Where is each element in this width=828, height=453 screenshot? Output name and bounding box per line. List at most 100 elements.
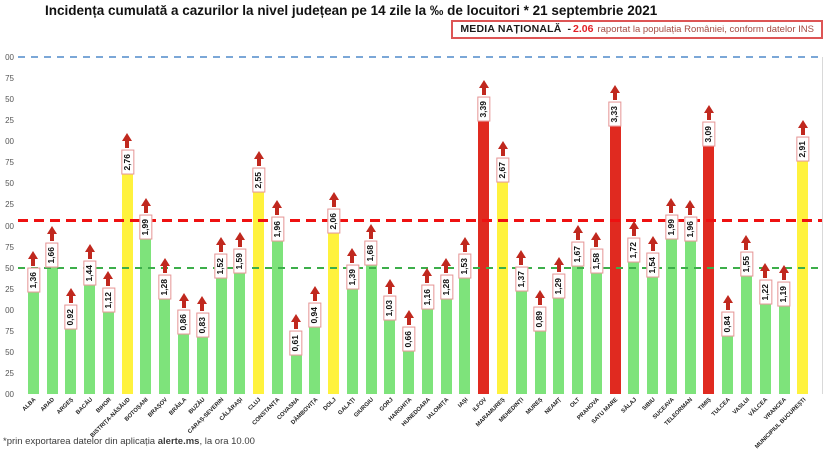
bar (215, 265, 227, 394)
y-axis: 00 75 50 25 00 75 50 25 00 75 50 25 00 75 50 25 00 (0, 53, 16, 399)
bar (403, 338, 415, 394)
arrow-head (159, 257, 170, 266)
bar-column: 1,16 HUNEDOARA (401, 57, 437, 428)
bar-column: 1,68 GIURGIU (354, 57, 381, 419)
national-average-box: MEDIA NAȚIONALĂ -2.06 raportat la populați… (451, 20, 823, 39)
up-arrow-icon (535, 290, 546, 306)
x-axis-label: IAȘI (457, 397, 470, 410)
bar-value-label: 1,37 (514, 267, 528, 292)
x-axis-label: TULCEA (711, 397, 732, 418)
up-arrow-icon (253, 150, 264, 166)
bar-column: 2,76 BISTRIȚA-NĂSĂUD (89, 57, 137, 439)
arrow-stem (594, 240, 599, 248)
up-arrow-icon (291, 314, 302, 330)
bar-value-label: 1,72 (627, 237, 641, 263)
bar-value-label: 1,66 (45, 242, 59, 268)
bar-column: 1,55 VASLUI (732, 57, 756, 416)
arrow-head (178, 293, 189, 301)
arrow-stem (444, 265, 449, 273)
x-axis-label: SĂLAJ (620, 397, 639, 415)
arrow-head (253, 150, 264, 159)
x-axis-label: BIHOR (95, 397, 113, 415)
arrow-stem (143, 205, 148, 213)
arrow-stem (631, 228, 636, 236)
x-axis-label: ARAD (40, 397, 57, 414)
bar-column: 0,92 ARGEȘ (56, 57, 81, 416)
y-axis-tick-label: 00 (5, 390, 14, 399)
arrow-head (309, 286, 320, 295)
arrow-head (516, 250, 527, 259)
arrow-stem (387, 286, 392, 294)
arrow-head (122, 132, 133, 141)
arrow-head (572, 224, 583, 233)
bar-value-label: 1,52 (214, 254, 228, 279)
y-axis-tick-label: 25 (5, 368, 14, 378)
bar-column: 1,28 BRAȘOV (147, 57, 174, 419)
arrow-head (140, 197, 151, 206)
up-arrow-icon (722, 294, 733, 310)
bar-column: 1,54 SIBIU (642, 57, 662, 412)
x-axis-label: BRĂILA (168, 397, 188, 417)
arrow-stem (406, 317, 411, 325)
bar (271, 228, 283, 394)
arrow-stem (219, 245, 224, 253)
x-axis-label: OLT (569, 397, 582, 410)
bar-column: 1,28 IALOMIȚA (426, 57, 456, 421)
bar-column: 1,12 BIHOR (95, 57, 118, 414)
bar-column: 1,99 SUCEAVA (652, 57, 681, 421)
arrow-stem (669, 205, 674, 213)
arrow-stem (613, 92, 618, 100)
arrow-stem (725, 302, 730, 310)
arrow-stem (106, 279, 111, 287)
up-arrow-icon (178, 293, 189, 308)
up-arrow-icon (47, 225, 58, 241)
bar-value-label: 1,96 (270, 217, 284, 242)
bar-column: 1,29 NEAMȚ (544, 57, 568, 416)
up-arrow-icon (760, 262, 771, 278)
national-average-description: raportat la populația României, conform … (597, 24, 814, 35)
x-axis-label: DOLJ (322, 397, 338, 413)
arrow-stem (68, 295, 73, 303)
bar (84, 272, 96, 394)
arrow-stem (688, 208, 693, 216)
bar-column: 1,99 BOTOȘANI (124, 57, 156, 423)
national-average-label: MEDIA NAȚIONALĂ (460, 23, 562, 35)
arrow-stem (312, 294, 317, 302)
bar-column: 0,86 BRĂILA (168, 57, 193, 417)
arrow-head (384, 278, 395, 287)
arrow-head (610, 84, 621, 93)
arrow-head (647, 235, 658, 244)
arrow-head (797, 120, 808, 129)
up-arrow-icon (347, 248, 358, 264)
bar-column: 1,44 BACĂU (75, 57, 99, 416)
bar (421, 296, 433, 394)
arrow-stem (744, 242, 749, 250)
bar (497, 169, 509, 394)
bar-column: 1,67 OLT (568, 57, 587, 409)
up-arrow-icon (591, 232, 602, 248)
x-axis-label: NEAMȚ (544, 397, 564, 416)
arrow-head (347, 248, 358, 257)
bar (665, 226, 677, 394)
up-arrow-icon (703, 105, 714, 121)
national-average-separator: - (567, 23, 572, 35)
up-arrow-icon (122, 132, 133, 148)
up-arrow-icon (516, 250, 527, 266)
arrow-head (441, 257, 452, 266)
bar (346, 276, 358, 394)
arrow-head (741, 234, 752, 243)
y-axis-tick-label: 50 (5, 95, 14, 105)
arrow-head (535, 290, 546, 299)
national-average-value: 2.06 (573, 23, 594, 35)
footnote-prefix: *prin exportarea datelor din aplicația (3, 436, 158, 447)
bar (159, 286, 171, 394)
bar-value-label: 1,03 (383, 295, 397, 321)
bar (609, 113, 621, 394)
up-arrow-icon (366, 223, 377, 239)
bar-value-label: 1,28 (439, 274, 453, 300)
y-axis-tick-label: 00 (5, 221, 14, 231)
bar (684, 228, 696, 394)
arrow-head (666, 197, 677, 206)
bar-value-label: 1,22 (758, 279, 772, 305)
bar-value-label: 0,89 (533, 307, 547, 333)
